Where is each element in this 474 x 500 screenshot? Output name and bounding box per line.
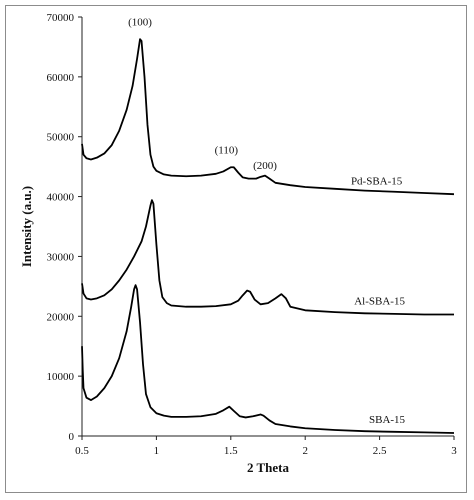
y-tick-label: 70000 [47,12,75,24]
series-line-al-sba-15 [81,199,454,316]
x-tick-label: 0.5 [75,445,89,457]
y-tick-label: 30000 [47,251,75,263]
y-tick-label: 0 [69,431,75,443]
y-tick-label: 60000 [47,72,75,84]
x-tick-label: 2 [302,445,308,457]
annotation-label: (110) [215,144,239,156]
annotation-label: Al-SBA-15 [354,295,405,307]
annotation-label: SBA-15 [369,414,406,426]
x-axis-title: 2 Theta [247,460,290,475]
y-tick-label: 50000 [47,132,75,144]
annotation-label: (100) [128,16,152,28]
series-line-sba-15 [81,284,455,434]
series-line-pd-sba-15 [81,38,455,196]
y-tick-label: 40000 [47,192,75,204]
annotation-label: Pd-SBA-15 [351,176,403,188]
x-tick-label: 1 [154,445,160,457]
x-tick-label: 2.5 [373,445,387,457]
y-axis-title: Intensity (a.u.) [19,186,34,267]
y-tick-label: 10000 [47,371,75,383]
x-tick-label: 1.5 [224,445,238,457]
annotation-label: (200) [253,160,277,172]
x-tick-label: 3 [451,445,457,457]
y-tick-label: 20000 [47,311,75,323]
